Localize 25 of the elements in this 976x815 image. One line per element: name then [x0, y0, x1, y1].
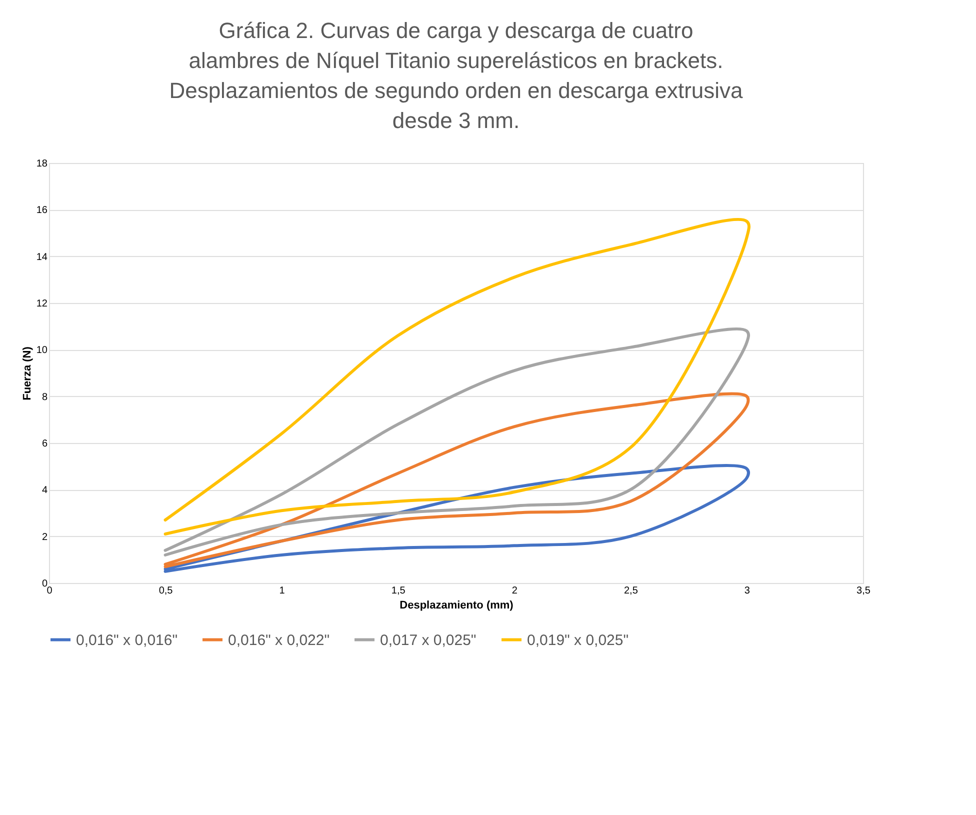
x-tick-label: 1,5 — [391, 586, 406, 596]
x-tick-label: 3,5 — [856, 586, 871, 596]
x-tick-label: 2 — [512, 586, 518, 596]
y-tick-label: 4 — [42, 485, 48, 496]
y-tick-label: 14 — [36, 252, 48, 263]
y-tick-label: 16 — [36, 205, 48, 216]
x-tick-label: 2,5 — [624, 586, 638, 596]
y-tick-label: 8 — [42, 392, 48, 403]
legend-label: 0,017 x 0,025" — [380, 632, 476, 649]
y-tick-label: 10 — [36, 345, 48, 356]
line-series — [164, 218, 750, 536]
y-axis-title: Fuerza (N) — [21, 346, 34, 400]
legend-label: 0,016" x 0,022" — [228, 632, 330, 649]
y-tick-label: 6 — [42, 438, 48, 450]
x-tick-label: 1 — [279, 586, 286, 596]
y-tick-label: 12 — [36, 298, 48, 310]
y-tick-label: 18 — [36, 158, 48, 170]
x-tick-label: 0,5 — [158, 586, 174, 596]
y-tick-label: 2 — [42, 532, 48, 543]
legend-label: 0,019" x 0,025" — [527, 632, 629, 649]
x-axis-title: Desplazamiento (mm) — [400, 600, 514, 612]
legend-label: 0,016" x 0,016" — [76, 632, 178, 649]
x-tick-label: 3 — [744, 586, 750, 596]
y-tick-label: 0 — [42, 578, 48, 590]
chart-title: Gráfica 2. Curvas de carga y descarga de cuatro alambres de Níquel Titanio superelásticos en brackets. Desplazamientos de segundo orden en descarga extrusiva desde 3 mm. — [169, 18, 744, 133]
